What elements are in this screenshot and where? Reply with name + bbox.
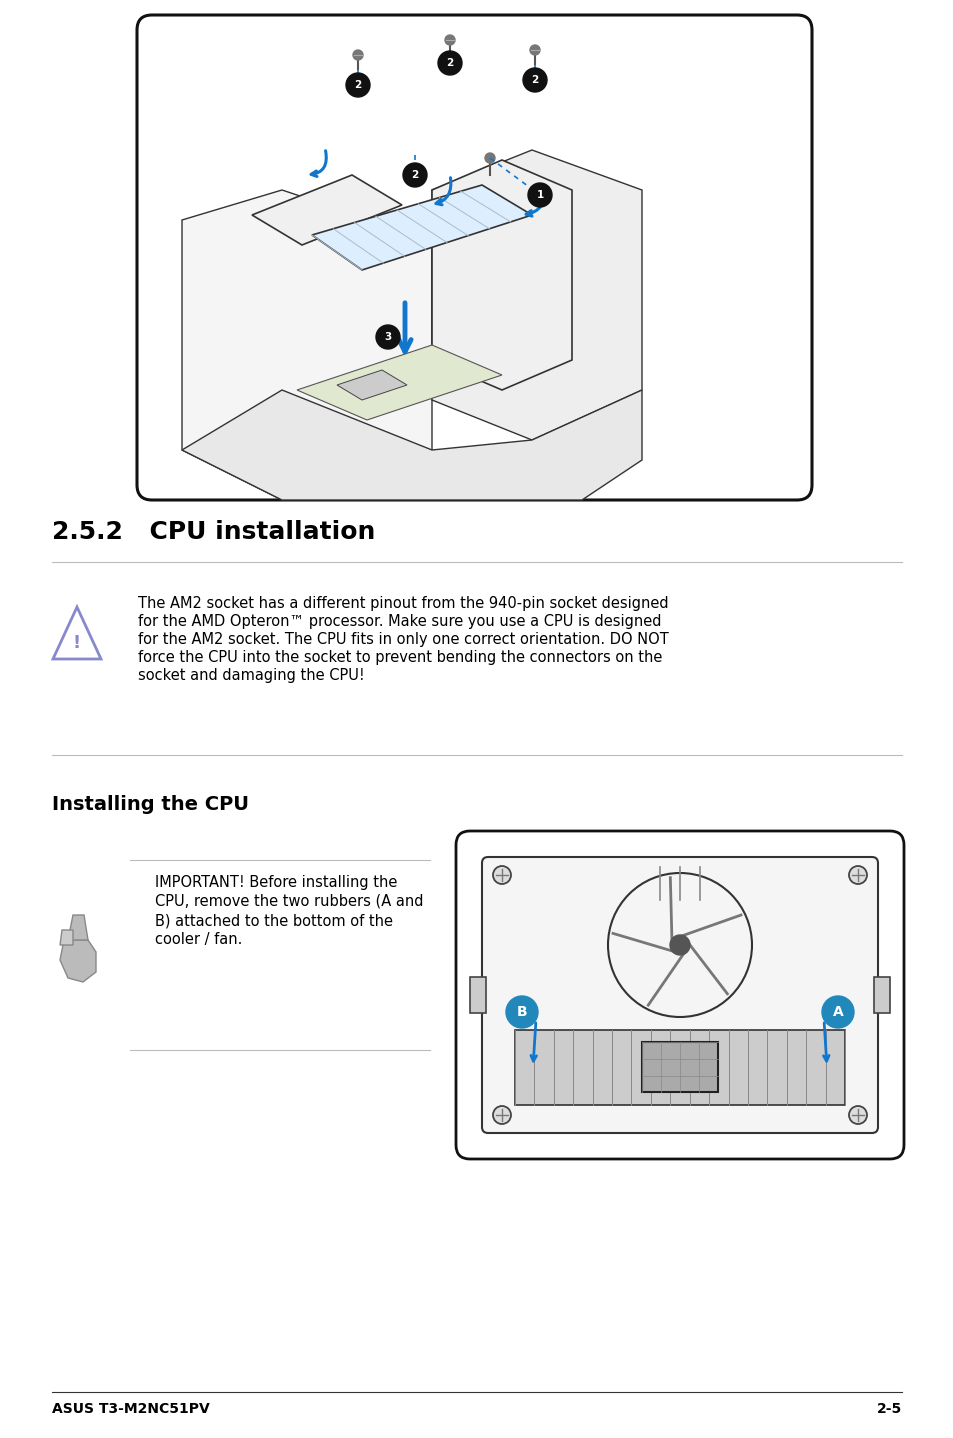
- Circle shape: [848, 866, 866, 884]
- Circle shape: [484, 152, 495, 162]
- Polygon shape: [432, 160, 572, 390]
- Text: 2: 2: [446, 58, 453, 68]
- Circle shape: [522, 68, 546, 92]
- FancyBboxPatch shape: [481, 857, 877, 1133]
- Text: ASUS T3-M2NC51PV: ASUS T3-M2NC51PV: [52, 1402, 210, 1416]
- Circle shape: [848, 1106, 866, 1125]
- Bar: [515, 1030, 844, 1104]
- Polygon shape: [60, 930, 73, 945]
- Text: 2.5.2: 2.5.2: [52, 521, 123, 544]
- Polygon shape: [336, 370, 407, 400]
- Circle shape: [375, 325, 399, 349]
- Bar: [641, 1043, 718, 1091]
- Text: for the AM2 socket. The CPU fits in only one correct orientation. DO NOT: for the AM2 socket. The CPU fits in only…: [138, 631, 668, 647]
- Circle shape: [353, 50, 363, 60]
- Polygon shape: [312, 186, 532, 270]
- Text: A: A: [832, 1005, 842, 1020]
- Polygon shape: [252, 175, 401, 244]
- FancyBboxPatch shape: [456, 831, 903, 1159]
- Bar: [470, 976, 485, 1012]
- Circle shape: [437, 50, 461, 75]
- Polygon shape: [182, 390, 641, 500]
- Circle shape: [493, 1106, 511, 1125]
- Circle shape: [527, 183, 552, 207]
- Text: 2: 2: [354, 81, 361, 91]
- Polygon shape: [68, 915, 88, 940]
- Text: Installing the CPU: Installing the CPU: [52, 795, 249, 814]
- Text: CPU installation: CPU installation: [132, 521, 375, 544]
- FancyBboxPatch shape: [137, 14, 811, 500]
- Text: 2: 2: [531, 75, 538, 85]
- Text: 1: 1: [536, 190, 543, 200]
- Text: cooler / fan.: cooler / fan.: [154, 932, 242, 948]
- Text: 3: 3: [384, 332, 392, 342]
- Polygon shape: [296, 345, 501, 420]
- Circle shape: [444, 35, 455, 45]
- Text: 2: 2: [411, 170, 418, 180]
- Circle shape: [669, 935, 689, 955]
- Circle shape: [346, 73, 370, 96]
- Text: 2-5: 2-5: [876, 1402, 901, 1416]
- Text: The AM2 socket has a different pinout from the 940-pin socket designed: The AM2 socket has a different pinout fr…: [138, 595, 668, 611]
- Circle shape: [505, 997, 537, 1028]
- Circle shape: [402, 162, 427, 187]
- Text: !: !: [72, 634, 81, 651]
- Circle shape: [530, 45, 539, 55]
- Circle shape: [821, 997, 853, 1028]
- Text: B: B: [517, 1005, 527, 1020]
- Text: force the CPU into the socket to prevent bending the connectors on the: force the CPU into the socket to prevent…: [138, 650, 661, 664]
- Bar: [873, 976, 889, 1012]
- Text: socket and damaging the CPU!: socket and damaging the CPU!: [138, 669, 364, 683]
- Text: for the AMD Opteron™ processor. Make sure you use a CPU is designed: for the AMD Opteron™ processor. Make sur…: [138, 614, 660, 628]
- Text: CPU, remove the two rubbers (A and: CPU, remove the two rubbers (A and: [154, 894, 423, 909]
- Text: IMPORTANT! Before installing the: IMPORTANT! Before installing the: [154, 874, 397, 890]
- Polygon shape: [432, 150, 641, 440]
- Text: B) attached to the bottom of the: B) attached to the bottom of the: [154, 913, 393, 928]
- Polygon shape: [182, 190, 432, 500]
- Circle shape: [493, 866, 511, 884]
- Polygon shape: [60, 940, 96, 982]
